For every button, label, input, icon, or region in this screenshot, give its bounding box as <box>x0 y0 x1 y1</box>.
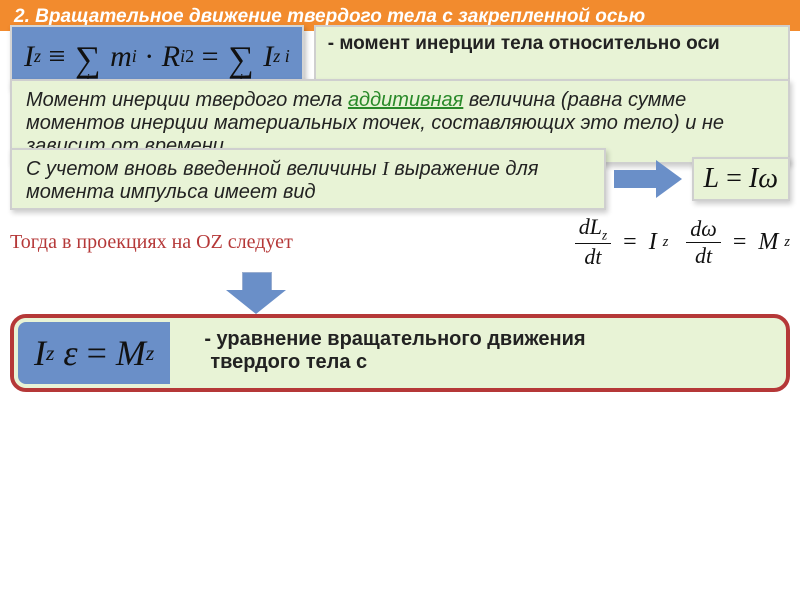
additive-link[interactable]: аддитивная <box>348 89 463 111</box>
additive-text-before: Момент инерции твердого тела <box>26 89 348 111</box>
result-bullet: - уравнение вращательного движения <box>204 328 772 351</box>
rotational-eq-formula: Iz ε = Mz <box>14 318 174 388</box>
arrow-down-icon <box>220 272 292 314</box>
derivative-formula: dLzdt = Iz dωdt = Mz <box>575 216 790 269</box>
row-momentum: С учетом вновь введенной величины I выра… <box>10 148 790 210</box>
arrow-right-icon <box>614 160 684 198</box>
result-equation-box: Iz ε = Mz - уравнение вращательного движ… <box>10 314 790 392</box>
rotational-eq-text: - уравнение вращательного движения тверд… <box>174 318 786 388</box>
projection-label: Тогда в проекциях на OZ следует <box>10 231 293 254</box>
momentum-expr-box: С учетом вновь введенной величины I выра… <box>10 148 606 210</box>
result-line2: твердого тела с <box>188 351 772 374</box>
momentum-formula: L = Iω <box>692 157 790 201</box>
row-projection: Тогда в проекциях на OZ следует dLzdt = … <box>10 216 790 269</box>
